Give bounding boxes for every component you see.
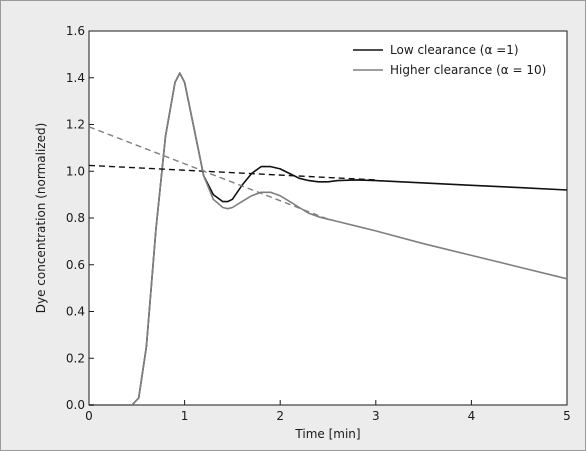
y-tick-label: 0.2 bbox=[66, 351, 85, 365]
x-tick-label: 2 bbox=[276, 409, 284, 423]
y-tick-label: 0.8 bbox=[66, 211, 85, 225]
y-tick-label: 0.0 bbox=[66, 398, 85, 412]
y-tick-label: 0.4 bbox=[66, 305, 85, 319]
x-tick-label: 0 bbox=[85, 409, 93, 423]
y-tick-label: 1.4 bbox=[66, 71, 85, 85]
legend-label-higher-clearance: Higher clearance (α = 10) bbox=[390, 63, 546, 77]
x-tick-label: 4 bbox=[468, 409, 476, 423]
x-tick-label: 1 bbox=[181, 409, 189, 423]
x-tick-label: 5 bbox=[563, 409, 571, 423]
series-line-higher-clearance-10 bbox=[89, 72, 568, 406]
legend-label-low-clearance: Low clearance (α =1) bbox=[390, 43, 519, 57]
axis-ticks: 0 1 2 3 4 5 0.0 0.2 0.4 0.6 0.8 1.0 1.2 1.4 1.6 bbox=[66, 24, 571, 423]
y-tick-label: 1.6 bbox=[66, 24, 85, 38]
plot-area bbox=[88, 30, 568, 406]
x-tick-label: 3 bbox=[372, 409, 380, 423]
y-tick-label: 0.6 bbox=[66, 258, 85, 272]
x-axis-title: Time [min] bbox=[294, 427, 360, 441]
dashed-trend-fit-line-2 bbox=[88, 164, 376, 181]
dashed-trend-fit-line-3 bbox=[88, 126, 329, 220]
y-tick-label: 1.0 bbox=[66, 164, 85, 178]
y-axis-title: Dye concentration (normalized) bbox=[34, 123, 48, 314]
legend: Low clearance (α =1) Higher clearance (α… bbox=[353, 43, 546, 77]
series-layer bbox=[88, 72, 568, 406]
y-tick-label: 1.2 bbox=[66, 118, 85, 132]
